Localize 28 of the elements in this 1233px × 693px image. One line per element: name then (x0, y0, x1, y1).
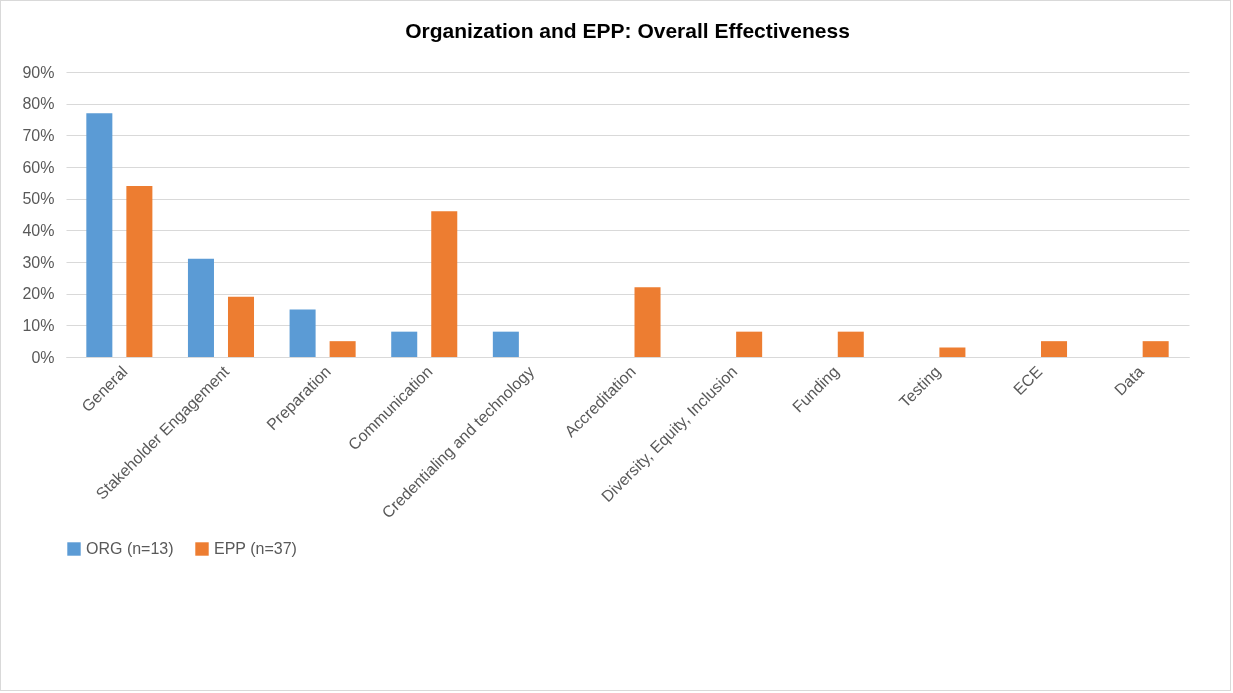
bar (227, 296, 255, 357)
y-tick-label: 0% (31, 348, 55, 366)
bar (1142, 341, 1169, 357)
y-tick-label: 80% (22, 95, 55, 113)
bar (289, 309, 316, 357)
legend-label: ORG (n=13) (86, 540, 174, 557)
y-tick-label: 30% (22, 253, 55, 271)
bar (431, 211, 458, 357)
y-tick-label: 10% (22, 316, 55, 334)
bar (86, 113, 113, 357)
bar (126, 186, 153, 357)
bar (492, 331, 519, 357)
bar (736, 331, 763, 357)
y-tick-label: 70% (22, 126, 55, 144)
y-tick-label: 20% (22, 285, 55, 303)
y-tick-label: 40% (22, 221, 55, 239)
bar (837, 331, 864, 357)
y-tick-label: 90% (22, 63, 55, 81)
chart-title: Organization and EPP: Overall Effectiveness (405, 19, 850, 42)
y-tick-label: 50% (22, 190, 55, 208)
bar (939, 347, 966, 357)
bar (634, 287, 661, 357)
bar (187, 258, 214, 357)
y-tick-label: 60% (22, 158, 55, 176)
legend-label: EPP (n=37) (214, 540, 297, 557)
bar (391, 331, 418, 357)
bar (329, 341, 356, 357)
bar (1041, 341, 1068, 357)
